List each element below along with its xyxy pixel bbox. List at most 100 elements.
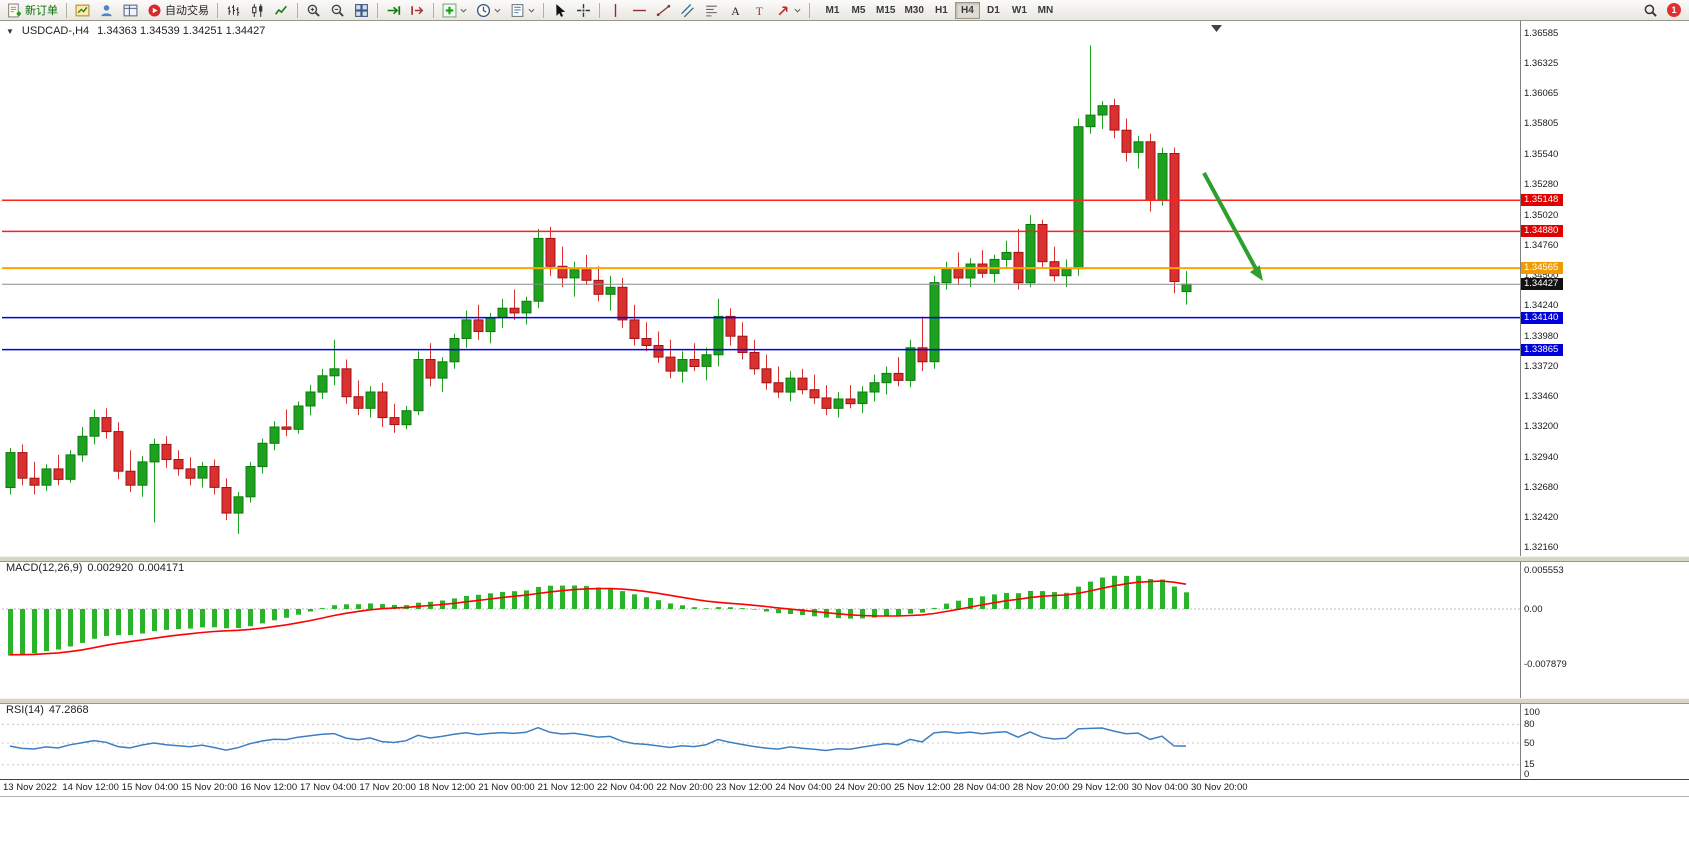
fibonacci-icon <box>704 3 719 18</box>
candle-bullish <box>1133 141 1144 153</box>
zoom-in-button[interactable] <box>302 1 325 20</box>
timeframe-w1-button[interactable]: W1 <box>1007 2 1032 19</box>
rsi-line <box>9 726 1187 752</box>
one-click-trading-expand-icon[interactable]: ▼ <box>6 26 14 36</box>
templates-button[interactable] <box>506 1 539 20</box>
candle-bullish <box>701 354 712 367</box>
periods-clock-icon <box>476 3 491 18</box>
timeframe-d1-button[interactable]: D1 <box>981 2 1006 19</box>
candle-bearish <box>1121 129 1132 153</box>
candle-bullish <box>365 391 376 409</box>
candle-bearish <box>773 382 784 393</box>
time-axis[interactable] <box>0 779 1689 797</box>
arrows-tool-button[interactable] <box>772 1 805 20</box>
timeframe-m15-button[interactable]: M15 <box>872 2 899 19</box>
macd-name: MACD(12,26,9) <box>6 562 83 574</box>
candle-bullish <box>497 307 508 319</box>
crosshair-icon <box>576 3 591 18</box>
candle-bearish <box>665 356 676 372</box>
profiles-button[interactable] <box>95 1 118 20</box>
candle-bullish <box>41 468 52 486</box>
timeframe-h1-button[interactable]: H1 <box>929 2 954 19</box>
svg-text:T: T <box>756 4 763 17</box>
candle-bullish <box>197 466 208 479</box>
fibonacci-button[interactable] <box>700 1 723 20</box>
timeframe-m1-button[interactable]: M1 <box>820 2 845 19</box>
toolbar-separator <box>66 2 67 18</box>
trend-arrow[interactable] <box>1202 172 1258 270</box>
line-chart-button[interactable] <box>270 1 293 20</box>
chart-shift-marker[interactable] <box>1211 25 1222 32</box>
candle-bullish <box>785 377 796 393</box>
candle-bullish <box>533 237 544 302</box>
candle-bullish <box>137 461 148 486</box>
candle-bullish <box>1061 268 1072 277</box>
text-tool-button[interactable]: A <box>724 1 747 20</box>
chart-ohlc-values: 1.34363 1.34539 1.34251 1.34427 <box>97 25 266 37</box>
vertical-line-button[interactable] <box>604 1 627 20</box>
chart-window-button[interactable] <box>71 1 94 20</box>
toolbar-separator <box>543 2 544 18</box>
indicators-icon <box>442 3 457 18</box>
label-tool-button[interactable]: T <box>748 1 771 20</box>
chart-shift-button[interactable] <box>406 1 429 20</box>
trend-arrow-head[interactable] <box>1249 265 1263 281</box>
chart-window-icon <box>75 3 90 18</box>
candle-bullish <box>89 417 100 437</box>
candle-bullish <box>461 319 472 339</box>
candle-bearish <box>221 487 232 514</box>
indicators-button[interactable] <box>438 1 471 20</box>
auto-scroll-button[interactable] <box>382 1 405 20</box>
auto-trading-button[interactable]: 自动交易 <box>143 1 213 20</box>
candle-bearish <box>17 452 28 479</box>
candle-bearish <box>581 269 592 281</box>
candle-bearish <box>101 417 112 433</box>
new-order-button[interactable]: 新订单 <box>3 1 62 20</box>
data-window-button[interactable] <box>119 1 142 20</box>
candle-bullish <box>521 300 532 314</box>
candle-bearish <box>725 315 736 337</box>
timeframe-m30-button[interactable]: M30 <box>900 2 927 19</box>
pane-splitter[interactable] <box>0 556 1689 562</box>
candle-bearish <box>737 335 748 354</box>
candle-bullish <box>1181 283 1192 293</box>
candle-bearish <box>389 417 400 426</box>
channel-icon <box>680 3 695 18</box>
notifications-badge[interactable]: 1 <box>1667 3 1681 17</box>
candle-bullish <box>149 443 160 463</box>
candle-bearish <box>341 368 352 398</box>
toolbar-separator <box>377 2 378 18</box>
cursor-icon <box>552 3 567 18</box>
candlesticks-chart-button[interactable] <box>246 1 269 20</box>
bars-chart-button[interactable] <box>222 1 245 20</box>
auto-trading-icon <box>147 3 162 18</box>
candle-bullish <box>905 347 916 381</box>
search-button[interactable] <box>1639 1 1662 20</box>
candle-bearish <box>473 319 484 332</box>
pane-splitter[interactable] <box>0 698 1689 704</box>
zoom-out-button[interactable] <box>326 1 349 20</box>
timeframe-mn-button[interactable]: MN <box>1033 2 1058 19</box>
tile-windows-icon <box>354 3 369 18</box>
horizontal-line-icon <box>632 3 647 18</box>
periods-button[interactable] <box>472 1 505 20</box>
templates-icon <box>510 3 525 18</box>
bars-chart-icon <box>226 3 241 18</box>
candle-bullish <box>305 391 316 407</box>
tile-windows-button[interactable] <box>350 1 373 20</box>
toolbar-separator <box>809 2 810 18</box>
candle-bullish <box>713 315 724 356</box>
timeframe-m5-button[interactable]: M5 <box>846 2 871 19</box>
horizontal-line-button[interactable] <box>628 1 651 20</box>
cursor-button[interactable] <box>548 1 571 20</box>
trendline-button[interactable] <box>652 1 675 20</box>
candle-bullish <box>677 359 688 372</box>
candle-bullish <box>233 496 244 514</box>
timeframe-h4-button[interactable]: H4 <box>954 1 980 19</box>
chevron-down-icon <box>528 3 535 18</box>
channel-button[interactable] <box>676 1 699 20</box>
candle-bullish <box>989 258 1000 274</box>
crosshair-button[interactable] <box>572 1 595 20</box>
chevron-down-icon <box>794 3 801 18</box>
